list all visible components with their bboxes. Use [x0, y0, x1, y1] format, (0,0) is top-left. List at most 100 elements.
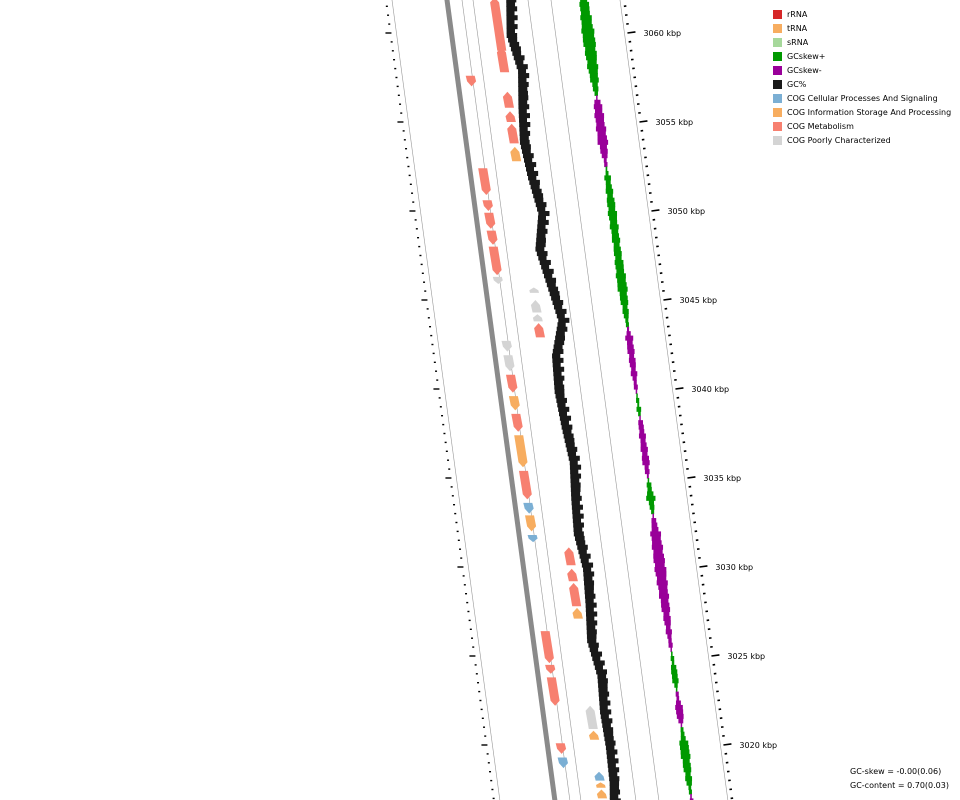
gc-bar [539, 259, 551, 265]
gc-bar [510, 46, 521, 52]
cog-feature [585, 705, 598, 729]
gc-bar [558, 317, 570, 323]
legend-label: COG Cellular Processes And Signaling [787, 94, 938, 103]
gc-skew-positive-bar [580, 15, 592, 21]
gc-bar [552, 348, 564, 354]
cog-feature [507, 123, 519, 144]
gc-skew-negative-bar [594, 113, 605, 119]
gc-bar [537, 224, 546, 230]
major-tick [651, 209, 660, 212]
gc-bar [584, 589, 594, 595]
tick-label: 3050 kbp [667, 207, 705, 216]
gc-bar [553, 344, 563, 350]
gc-skew-negative-bar [650, 531, 662, 537]
gc-bar [584, 593, 596, 599]
gc-bar [570, 473, 582, 479]
tick-label: 3055 kbp [655, 118, 693, 127]
gc-skew-positive-bar [610, 219, 618, 225]
gc-content-stat: GC-content = 0.70(0.03) [850, 781, 949, 790]
tick-label: 3060 kbp [643, 29, 681, 38]
gc-bar [537, 206, 546, 212]
gc-skew-positive-bar [613, 251, 622, 257]
tick-label: 3045 kbp [679, 296, 717, 305]
gc-skew-positive-bar [649, 504, 655, 510]
gc-bar [598, 691, 610, 697]
gc-skew-positive-bar [607, 193, 613, 199]
cog-feature [525, 515, 537, 532]
gc-skew-negative-bar [670, 647, 672, 653]
gc-bar [583, 571, 595, 577]
gc-bar [519, 117, 528, 123]
gc-skew-negative-bar [600, 148, 608, 154]
gc-bar [583, 567, 592, 573]
gc-bar [551, 295, 561, 301]
gc-skew-negative-bar [596, 122, 605, 128]
gc-skew-negative-bar [629, 362, 636, 368]
gc-skew-stat: GC-skew = -0.00(0.06) [850, 767, 941, 776]
cog-feature [492, 276, 503, 284]
gc-bar [518, 77, 527, 83]
gc-skew-negative-bar [676, 696, 680, 702]
cog-feature [569, 583, 582, 607]
gc-skew-negative-bar [603, 157, 607, 163]
gc-skew-positive-bar [581, 24, 593, 30]
cog-feature [484, 212, 496, 229]
gc-bar [506, 15, 518, 21]
gc-content-track [506, 0, 621, 800]
cog-feature [596, 789, 608, 799]
gc-bar [602, 727, 614, 733]
gc-bar [602, 722, 611, 728]
gc-skew-positive-bar [609, 215, 617, 221]
legend-swatch [773, 136, 782, 145]
major-tick [627, 31, 636, 34]
gc-bar [546, 282, 556, 288]
gc-bar [609, 798, 621, 800]
gc-skew-positive-bar [614, 259, 624, 265]
gc-skew-positive-bar [619, 291, 627, 297]
gc-skew-positive-bar [604, 175, 611, 181]
gc-bar [594, 664, 603, 670]
gc-bar [518, 113, 530, 119]
gc-skew-negative-bar [653, 553, 664, 559]
gc-bar [560, 420, 569, 426]
gc-bar [570, 482, 581, 488]
gc-skew-positive-bar [592, 86, 599, 92]
gc-bar [606, 753, 615, 759]
gc-bar [518, 81, 529, 87]
gc-bar [596, 669, 607, 675]
backbone-line [444, 0, 558, 800]
gc-bar [521, 148, 531, 154]
gc-skew-negative-bar [661, 607, 671, 613]
gc-bar [577, 544, 588, 550]
legend-label: tRNA [787, 24, 808, 33]
gc-bar [590, 651, 603, 657]
gc-skew-negative-bar [638, 433, 646, 439]
gc-bar [528, 175, 537, 181]
gc-bar [573, 526, 583, 532]
cog-feature [501, 340, 512, 352]
gc-bar [535, 242, 546, 248]
gc-skew-negative-bar [655, 571, 667, 577]
cog-feature [523, 502, 534, 514]
gc-bar [601, 718, 613, 724]
gc-skew-negative-bar [651, 526, 659, 532]
gc-bar [585, 602, 597, 608]
gc-skew-positive-bar [605, 170, 609, 176]
gc-bar [519, 135, 529, 141]
gc-bar [587, 638, 597, 644]
gc-skew-positive-bar [613, 242, 620, 248]
gc-bar [536, 233, 546, 239]
gc-skew-positive-bar [605, 166, 608, 172]
cog-feature [496, 47, 510, 73]
gc-skew-positive-bar [617, 286, 628, 292]
gc-bar [555, 335, 566, 341]
gc-skew-negative-bar [597, 139, 609, 145]
major-tick [639, 120, 648, 123]
gc-bar [518, 90, 528, 96]
gc-skew-positive-bar [682, 758, 690, 764]
gc-bar [554, 389, 565, 395]
gc-skew-positive-bar [589, 73, 598, 79]
gc-skew-positive-bar [582, 37, 596, 43]
gc-skew-negative-bar [658, 584, 668, 590]
tick-label: 3025 kbp [727, 652, 765, 661]
